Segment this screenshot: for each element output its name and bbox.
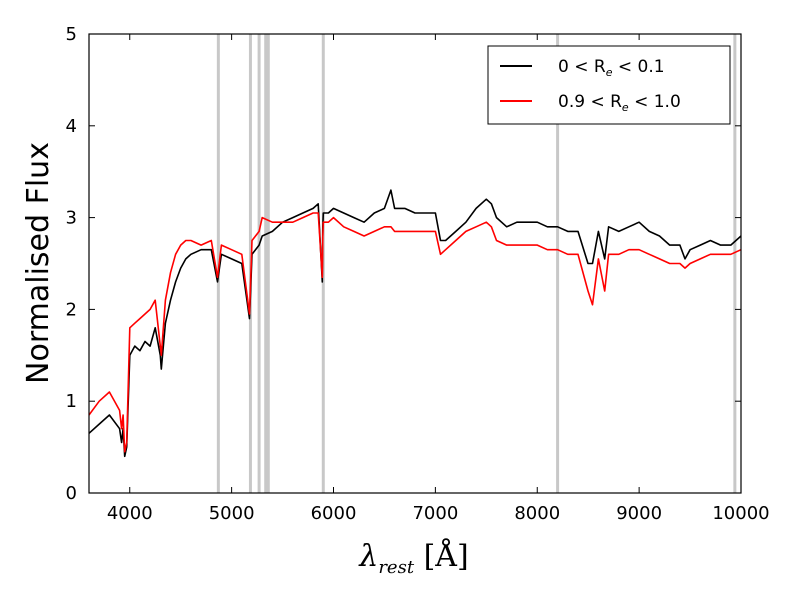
spectra-lines — [88, 189, 742, 458]
excluded-band-3 — [264, 34, 268, 493]
x-tick-label-0: 4000 — [107, 503, 153, 524]
x-tick-label-1: 5000 — [209, 503, 255, 524]
plot-frame — [88, 33, 742, 494]
excluded-band-6 — [556, 34, 560, 493]
axis-tick-labels: 4000 5000 6000 7000 8000 9000 10000 0 1 2 3 4 5 — [66, 24, 770, 524]
series-line-0 — [88, 189, 742, 458]
y-tick-label-3: 3 — [66, 208, 77, 229]
x-axis-label: λrest [Å] — [358, 538, 468, 578]
excluded-band-2 — [257, 34, 261, 493]
series-line-1 — [88, 212, 742, 453]
y-tick-label-4: 4 — [66, 116, 77, 137]
y-axis-label: Normalised Flux — [21, 142, 56, 384]
x-tick-label-6: 10000 — [712, 503, 769, 524]
legend: 0 < Re < 0.1 0.9 < Re < 1.0 — [487, 45, 731, 125]
y-tick-label-0: 0 — [66, 483, 77, 504]
y-tick-label-5: 5 — [66, 24, 77, 45]
x-axis-label-unit: [Å] — [414, 538, 469, 574]
excluded-band-4 — [266, 34, 270, 493]
x-tick-label-2: 6000 — [311, 503, 357, 524]
excluded-band-0 — [216, 34, 220, 493]
excluded-band-7 — [733, 34, 737, 493]
y-tick-label-1: 1 — [66, 391, 77, 412]
x-tick-label-5: 9000 — [616, 503, 662, 524]
x-axis-label-subscript: rest — [378, 557, 414, 578]
x-tick-label-4: 8000 — [514, 503, 560, 524]
y-tick-label-2: 2 — [66, 299, 77, 320]
x-axis-label-lambda: λ — [358, 539, 378, 574]
legend-label-series-1: 0.9 < Re < 1.0 — [558, 92, 681, 114]
legend-box — [487, 45, 731, 125]
axis-ticks — [89, 33, 742, 494]
x-tick-label-3: 7000 — [412, 503, 458, 524]
legend-label-series-0: 0 < Re < 0.1 — [558, 57, 665, 79]
excluded-band-5 — [321, 34, 325, 493]
